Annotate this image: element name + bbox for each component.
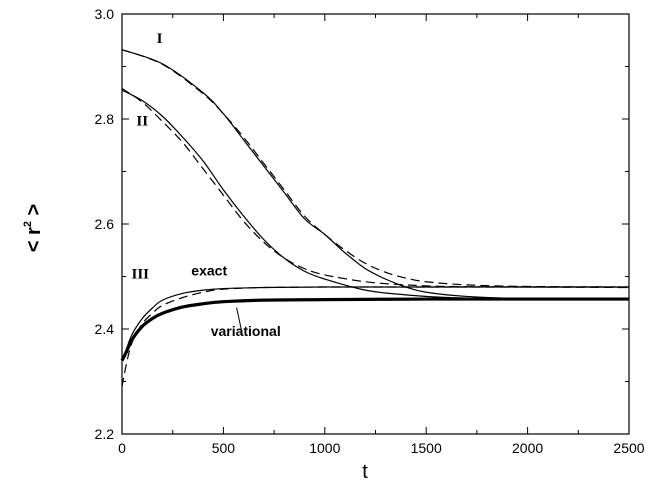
x-tick-label: 0 <box>118 440 126 456</box>
plot-frame <box>121 13 630 435</box>
series-II-dashed-line <box>121 88 630 289</box>
axis-tick-labels: 0 500 1000 1500 2000 2500 2.2 2.4 2.6 2.8 3.0 <box>95 6 645 456</box>
annotation-i: I <box>157 31 163 47</box>
x-tick-label: 2000 <box>512 440 543 456</box>
curves <box>120 49 630 387</box>
annotation-ii: II <box>136 113 148 129</box>
y-tick-label: 2.6 <box>95 216 115 232</box>
axis-ticks <box>121 13 630 435</box>
x-tick-label: 2500 <box>613 440 644 456</box>
annotation-iii: III <box>131 267 149 283</box>
svg-text:< r2 >: < r2 > <box>22 204 45 252</box>
y-axis-label-sup: 2 <box>22 221 34 227</box>
x-tick-label: 500 <box>212 440 236 456</box>
series-III-dashed-line <box>121 286 629 387</box>
variational-pointer-line <box>236 307 243 332</box>
y-tick-label: 2.2 <box>95 426 115 442</box>
y-tick-label: 2.8 <box>95 111 115 127</box>
series-III-solid-thick-line <box>120 297 629 362</box>
y-tick-label: 2.4 <box>95 321 115 337</box>
annotation-variational: variational <box>211 323 281 339</box>
series-I-dashed-line <box>121 49 630 288</box>
y-tick-label: 3.0 <box>95 6 115 22</box>
series-III-solid-line <box>121 286 629 361</box>
x-tick-label: 1000 <box>309 440 340 456</box>
y-axis-label-close: > <box>23 204 45 221</box>
y-axis-label: < r2 > <box>22 204 45 252</box>
x-tick-label: 1500 <box>411 440 442 456</box>
y-axis-label-open: < r <box>23 227 45 252</box>
annotation-exact: exact <box>191 262 227 278</box>
x-axis-label: t <box>362 461 368 483</box>
